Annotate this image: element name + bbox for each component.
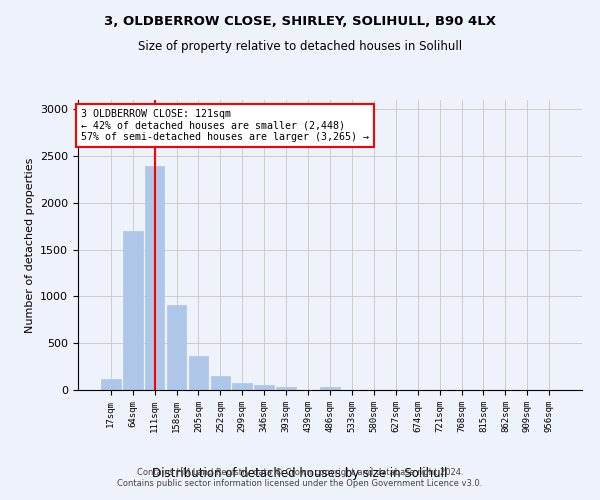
- Text: 3, OLDBERROW CLOSE, SHIRLEY, SOLIHULL, B90 4LX: 3, OLDBERROW CLOSE, SHIRLEY, SOLIHULL, B…: [104, 15, 496, 28]
- Bar: [320, 387, 340, 390]
- Bar: [145, 166, 164, 390]
- Bar: [254, 385, 274, 390]
- Bar: [211, 376, 230, 390]
- Bar: [123, 231, 143, 390]
- Bar: [167, 305, 187, 390]
- Bar: [101, 379, 121, 390]
- Text: 3 OLDBERROW CLOSE: 121sqm
← 42% of detached houses are smaller (2,448)
57% of se: 3 OLDBERROW CLOSE: 121sqm ← 42% of detac…: [80, 108, 368, 142]
- Y-axis label: Number of detached properties: Number of detached properties: [25, 158, 35, 332]
- Bar: [188, 356, 208, 390]
- Text: Contains HM Land Registry data © Crown copyright and database right 2024.
Contai: Contains HM Land Registry data © Crown c…: [118, 468, 482, 487]
- Text: Size of property relative to detached houses in Solihull: Size of property relative to detached ho…: [138, 40, 462, 53]
- Text: Distribution of detached houses by size in Solihull: Distribution of detached houses by size …: [152, 468, 448, 480]
- Bar: [276, 387, 296, 390]
- Bar: [232, 382, 252, 390]
